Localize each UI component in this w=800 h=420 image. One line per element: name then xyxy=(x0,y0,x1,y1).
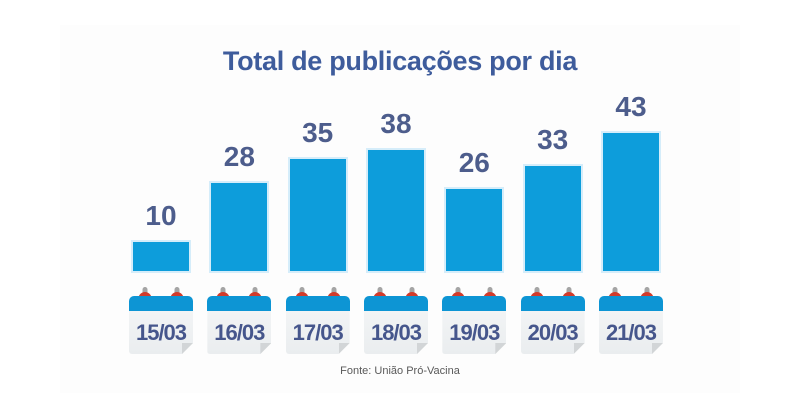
calendar-body: 17/03 xyxy=(286,311,350,354)
calendar-date-label: 18/03 xyxy=(370,319,422,345)
calendar-icon: 17/03 xyxy=(285,287,350,354)
bar-value-label: 35 xyxy=(302,117,334,148)
bar xyxy=(287,157,348,273)
bar-column: 10 xyxy=(129,202,193,273)
bar-column: 26 xyxy=(442,149,506,273)
bar-column: 38 xyxy=(364,110,428,273)
calendar-strip xyxy=(207,296,272,311)
calendar-icon: 19/03 xyxy=(442,287,507,354)
bar-value-label: 38 xyxy=(380,108,412,139)
bar-column: 43 xyxy=(599,93,663,273)
calendar-body: 18/03 xyxy=(364,311,428,354)
fold-corner xyxy=(338,343,350,354)
calendar-icon: 15/03 xyxy=(129,287,193,354)
calendar-strip xyxy=(285,296,350,311)
bar-value-label: 33 xyxy=(537,124,569,155)
calendar-strip xyxy=(520,296,585,311)
calendar-strip xyxy=(129,296,193,311)
fold-corner xyxy=(182,343,193,354)
source-note: Fonte: União Pró-Vacina xyxy=(340,365,460,377)
bar xyxy=(131,240,191,273)
calendar-row: 15/03 16/03 17/03 18/03 19/03 20/03 21/03 xyxy=(129,287,663,354)
bar-value-label: 26 xyxy=(458,147,490,178)
calendar-date-label: 15/03 xyxy=(135,319,187,345)
calendar-date-label: 16/03 xyxy=(214,319,265,345)
calendar-body: 16/03 xyxy=(207,311,271,354)
bar-column: 35 xyxy=(286,119,350,273)
bar xyxy=(444,187,505,273)
calendar-strip xyxy=(598,296,663,311)
calendar-icon: 18/03 xyxy=(363,287,428,354)
calendar-date-label: 21/03 xyxy=(605,319,656,345)
bar-value-label: 28 xyxy=(223,141,255,172)
bar-value-label: 10 xyxy=(145,200,177,231)
bar xyxy=(365,148,426,273)
calendar-icon: 20/03 xyxy=(520,287,585,354)
calendar-icon: 16/03 xyxy=(207,287,272,354)
bar xyxy=(209,181,270,273)
calendar-strip xyxy=(363,296,428,311)
bar-value-label: 43 xyxy=(615,91,647,122)
fold-corner xyxy=(260,343,272,354)
calendar-date-label: 19/03 xyxy=(449,319,500,345)
page-title: Total de publicações por dia xyxy=(222,46,578,76)
fold-corner xyxy=(651,343,663,354)
bar xyxy=(522,164,583,273)
calendar-date-label: 20/03 xyxy=(527,319,578,345)
fold-corner xyxy=(495,343,507,354)
bar-chart: 10 28 35 38 26 33 43 xyxy=(129,88,663,273)
calendar-body: 19/03 xyxy=(442,311,506,354)
bar-column: 33 xyxy=(521,126,585,273)
calendar-strip xyxy=(442,296,507,311)
bar xyxy=(600,131,661,273)
bar-column: 28 xyxy=(207,143,271,273)
fold-corner xyxy=(573,343,585,354)
calendar-icon: 21/03 xyxy=(598,287,663,354)
fold-corner xyxy=(416,343,428,354)
calendar-date-label: 17/03 xyxy=(292,319,343,345)
